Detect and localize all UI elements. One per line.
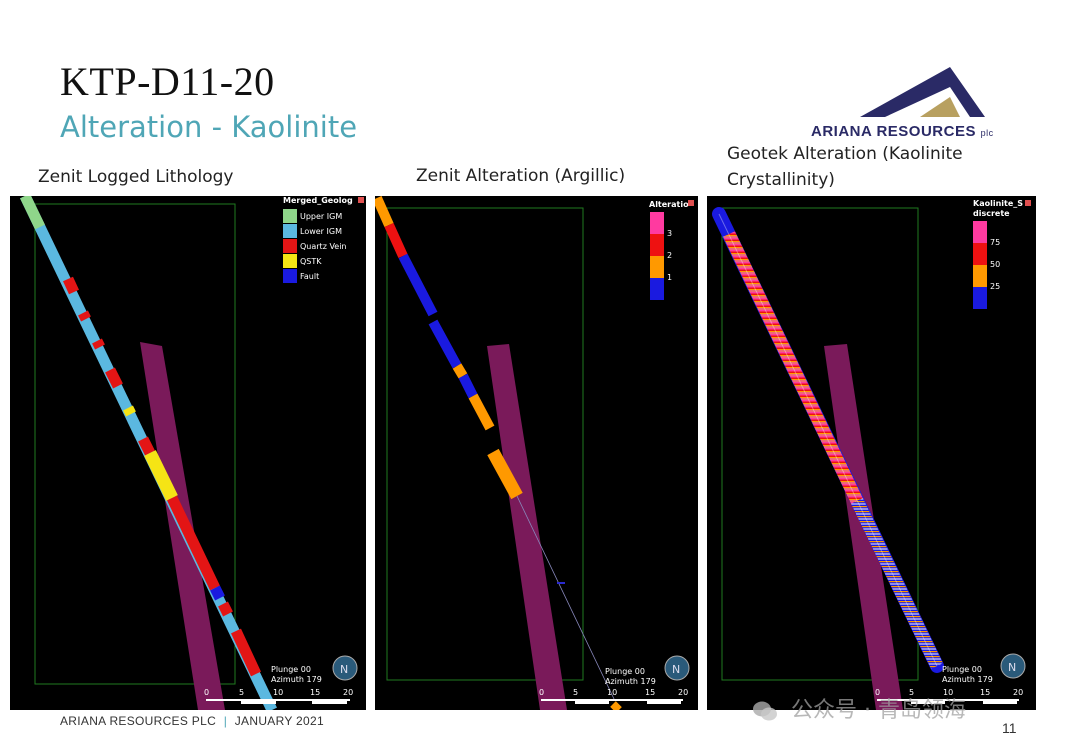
scale-label: 15 xyxy=(980,688,990,697)
legend-label: 25 xyxy=(990,282,1000,291)
svg-text:N: N xyxy=(672,663,680,676)
scale-label: 15 xyxy=(645,688,655,697)
legend-label: 3 xyxy=(667,229,672,238)
scale-label: 5 xyxy=(573,688,578,697)
watermark: 公众号 · 青岛领海 xyxy=(752,692,966,724)
lithology-3d-view[interactable]: Merged_Geolog Upper IGM Lower IGM Quartz… xyxy=(10,196,366,710)
legend-label: Upper IGM xyxy=(300,212,342,221)
legend-label: 1 xyxy=(667,273,672,282)
panel-caption-argillic: Zenit Alteration (Argillic) xyxy=(416,166,626,186)
footer-separator: | xyxy=(223,714,228,728)
view-plunge: Plunge 00 xyxy=(942,665,982,674)
orientation-globe-icon[interactable]: N xyxy=(664,655,690,681)
view-azimuth: Azimuth 179 xyxy=(942,675,993,684)
panel-caption-lithology: Zenit Logged Lithology xyxy=(38,167,234,187)
view-azimuth: Azimuth 179 xyxy=(605,677,656,686)
block-outline xyxy=(721,207,919,681)
footer-company: ARIANA RESOURCES PLC xyxy=(60,714,217,728)
legend-title-line2: discrete xyxy=(973,209,1010,218)
scale-label: 20 xyxy=(678,688,688,697)
scale-bar: 0 5 10 15 20 xyxy=(539,688,688,704)
scale-label: 20 xyxy=(343,688,353,697)
lithology-legend: Merged_Geolog Upper IGM Lower IGM Quartz… xyxy=(280,196,366,288)
scale-label: 0 xyxy=(539,688,544,697)
wechat-icon xyxy=(753,701,777,721)
block-outline xyxy=(34,203,236,685)
legend-label: 2 xyxy=(667,251,672,260)
trace-marker xyxy=(557,582,565,584)
page-number: 11 xyxy=(1002,720,1017,736)
scale-label: 10 xyxy=(943,688,953,697)
footer: ARIANA RESOURCES PLC | JANUARY 2021 xyxy=(60,714,324,728)
scale-label: 5 xyxy=(239,688,244,697)
svg-text:N: N xyxy=(340,663,348,676)
legend-close-icon[interactable] xyxy=(688,200,694,206)
kaolinite-3d-view[interactable]: Kaolinite_S discrete 75 50 25 Plunge 00 … xyxy=(707,196,1036,710)
view-plunge: Plunge 00 xyxy=(605,667,645,676)
orientation-globe-icon[interactable]: N xyxy=(1000,653,1026,679)
legend-title: Alteratio xyxy=(649,200,689,209)
slide-title: KTP-D11-20 xyxy=(60,59,275,104)
scale-label: 15 xyxy=(310,688,320,697)
view-azimuth: Azimuth 179 xyxy=(271,675,322,684)
drill-trace xyxy=(712,207,944,673)
scale-label: 10 xyxy=(607,688,617,697)
drill-trace xyxy=(375,196,622,710)
legend-title: Kaolinite_S xyxy=(973,199,1023,208)
legend-close-icon[interactable] xyxy=(358,197,364,203)
ariana-logo xyxy=(860,67,985,117)
trace-projection xyxy=(516,495,616,702)
scale-label: 20 xyxy=(1013,688,1023,697)
logo-wordmark: ARIANA RESOURCES plc xyxy=(811,123,994,140)
legend-label: Quartz Vein xyxy=(300,242,347,251)
block-outline xyxy=(386,207,584,681)
legend-close-icon[interactable] xyxy=(1025,200,1031,206)
legend-label: QSTK xyxy=(300,257,322,266)
fault-zone xyxy=(487,344,567,710)
scale-label: 10 xyxy=(273,688,283,697)
scale-label: 0 xyxy=(875,688,880,697)
logo-name: ARIANA RESOURCES xyxy=(811,123,976,140)
slide-subtitle: Alteration - Kaolinite xyxy=(60,110,358,144)
orientation-globe-icon[interactable]: N xyxy=(332,655,358,681)
scale-label: 5 xyxy=(909,688,914,697)
legend-label: Lower IGM xyxy=(300,227,342,236)
legend-label: 75 xyxy=(990,238,1000,247)
argillic-3d-view[interactable]: Alteratio 3 2 1 Plunge 00 Azimuth 179 N … xyxy=(375,196,698,710)
kaolinite-legend: Kaolinite_S discrete 75 50 25 xyxy=(973,199,1031,309)
legend-label: 50 xyxy=(990,260,1000,269)
watermark-text: 公众号 · 青岛领海 xyxy=(791,698,966,723)
scale-bar: 0 5 10 15 20 xyxy=(204,688,353,704)
scale-bar: 0 5 10 15 20 xyxy=(875,688,1023,704)
drill-trace xyxy=(20,196,277,710)
panel-caption-kaolinite: Geotek Alteration (Kaolinite Crystallini… xyxy=(727,144,963,190)
logo-suffix: plc xyxy=(980,128,994,138)
svg-text:N: N xyxy=(1008,661,1016,674)
footer-date: JANUARY 2021 xyxy=(234,714,324,728)
legend-title: Merged_Geolog xyxy=(283,196,353,205)
scale-label: 0 xyxy=(204,688,209,697)
argillic-legend: Alteratio 3 2 1 xyxy=(649,200,694,300)
view-plunge: Plunge 00 xyxy=(271,665,311,674)
legend-label: Fault xyxy=(300,272,319,281)
